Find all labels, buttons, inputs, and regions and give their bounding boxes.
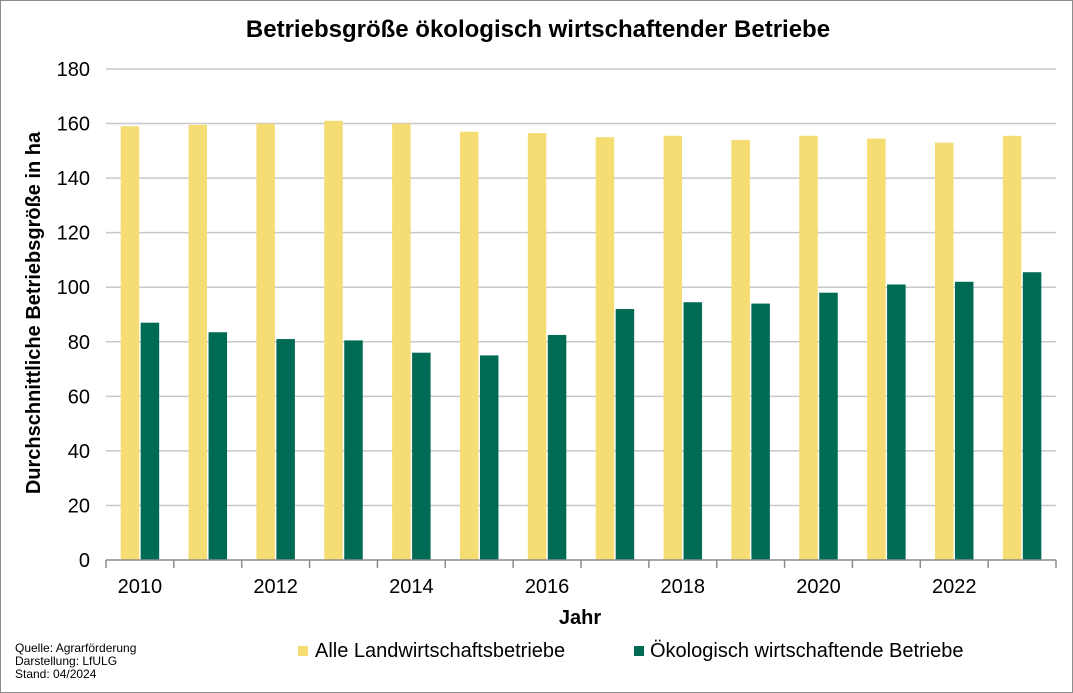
y-tick-label: 100 (57, 277, 90, 299)
legend-label-alle: Alle Landwirtschaftsbetriebe (315, 640, 565, 662)
bar-alle-2017 (595, 137, 615, 560)
source-line-3: Stand: 04/2024 (15, 667, 97, 681)
x-tick-label: 2022 (932, 576, 977, 598)
y-tick-label: 20 (68, 495, 90, 517)
bar-alle-2015 (459, 131, 479, 560)
y-tick-label: 160 (57, 114, 90, 136)
legend-swatch-alle (298, 646, 308, 656)
bar-alle-2021 (867, 138, 886, 560)
bar-alle-2012 (256, 123, 275, 561)
x-axis-title: Jahr (559, 607, 601, 629)
y-tick-label: 120 (57, 223, 90, 245)
bar-alle-2011 (188, 124, 208, 561)
legend: Alle Landwirtschaftsbetriebe Ökologisch … (298, 640, 964, 662)
y-tick-label: 180 (57, 59, 90, 81)
y-tick-label: 140 (57, 168, 90, 190)
x-axis: 2010 2012 2014 2016 2018 2020 2022 (105, 559, 1057, 598)
chart-title: Betriebsgröße ökologisch wirtschaftender… (246, 16, 830, 43)
legend-label-oeko: Ökologisch wirtschaftende Betriebe (650, 640, 964, 662)
bar-oeko-2022 (954, 281, 974, 560)
bars (120, 120, 1042, 561)
bar-alle-2014 (392, 123, 411, 561)
x-tick-label: 2012 (253, 576, 298, 598)
bar-oeko-2017 (615, 309, 635, 560)
source-line-1: Quelle: Agrarförderung (15, 641, 136, 655)
y-axis-title: Durchschnittliche Betriebsgröße in ha (23, 131, 45, 494)
y-axis-ticks: 0 20 40 60 80 100 120 140 160 180 (57, 59, 90, 572)
bar-alle-2023 (1002, 135, 1022, 560)
bar-oeko-2018 (683, 302, 703, 560)
bar-oeko-2016 (547, 334, 567, 560)
x-tick-label: 2018 (661, 576, 706, 598)
bar-alle-2010 (120, 126, 140, 561)
y-tick-label: 60 (68, 386, 90, 408)
grid-lines (106, 68, 1056, 507)
source-line-2: Darstellung: LfULG (15, 654, 117, 668)
source-notes: Quelle: Agrarförderung Darstellung: LfUL… (15, 641, 136, 681)
bar-alle-2019 (731, 139, 750, 560)
bar-oeko-2012 (276, 339, 295, 560)
bar-oeko-2015 (479, 355, 499, 560)
bar-alle-2016 (527, 133, 547, 560)
x-tick-label: 2010 (118, 576, 163, 598)
bar-alle-2020 (799, 135, 818, 560)
bar-oeko-2020 (819, 292, 838, 560)
bar-oeko-2010 (140, 322, 160, 560)
y-tick-label: 40 (68, 441, 90, 463)
legend-swatch-oeko (634, 646, 644, 656)
y-tick-label: 0 (79, 550, 90, 572)
x-tick-label: 2014 (389, 576, 434, 598)
bar-alle-2022 (934, 142, 954, 560)
y-tick-label: 80 (68, 332, 90, 354)
bar-oeko-2019 (751, 303, 770, 560)
bar-alle-2013 (324, 120, 343, 561)
bar-alle-2018 (663, 135, 683, 560)
bar-oeko-2021 (887, 284, 906, 560)
bar-oeko-2013 (344, 340, 363, 560)
x-tick-label: 2020 (796, 576, 841, 598)
bar-oeko-2023 (1022, 272, 1042, 560)
bar-oeko-2014 (412, 352, 431, 560)
x-tick-label: 2016 (525, 576, 570, 598)
bar-oeko-2011 (208, 332, 228, 560)
